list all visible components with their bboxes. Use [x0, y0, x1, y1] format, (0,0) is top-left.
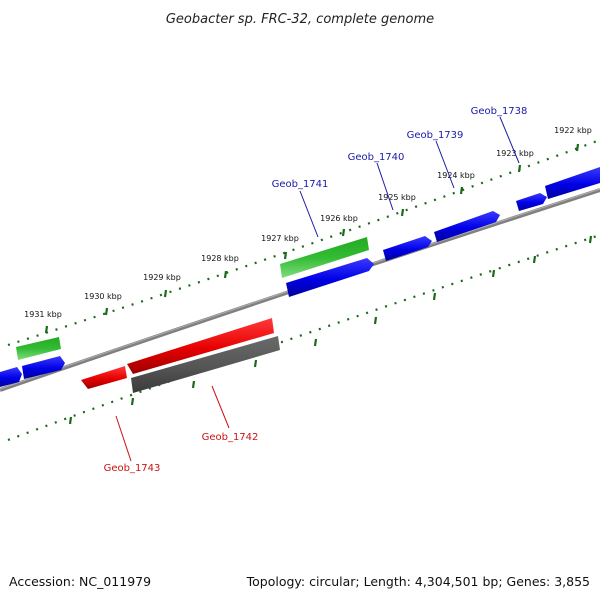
accession-text: Accession: NC_011979	[9, 574, 151, 589]
leader-geob-1742	[211, 385, 230, 429]
tick-1929	[163, 289, 168, 298]
inner-ticks	[68, 235, 593, 425]
leader-lines	[115, 116, 520, 462]
gene-label-geob-1741: Geob_1741	[272, 179, 329, 190]
gene-pseudo-geob-1742	[131, 336, 280, 393]
inner-tick	[588, 235, 593, 244]
inner-tick	[532, 255, 537, 264]
leader-geob-1740	[376, 162, 394, 211]
tick-1923	[517, 164, 522, 173]
genome-summary-text: Topology: circular; Length: 4,304,501 bp…	[246, 574, 590, 589]
tick-1928	[223, 270, 228, 279]
tick-label-1924: 1924 kbp	[437, 171, 475, 180]
leader-geob-1741	[299, 190, 319, 238]
map-title: Geobacter sp. FRC-32, complete genome	[166, 12, 434, 27]
inner-tick	[68, 416, 73, 425]
tick-label-1931: 1931 kbp	[24, 310, 62, 319]
inner-tick	[313, 338, 318, 347]
tick-1931	[44, 325, 49, 334]
tick-label-1926: 1926 kbp	[320, 214, 358, 223]
leader-geob-1743	[115, 415, 132, 462]
gene-label-geob-1740: Geob_1740	[348, 152, 405, 163]
gene-label-geob-1742: Geob_1742	[202, 432, 259, 443]
gene-forward-geob-1738	[516, 193, 547, 211]
leader-geob-1739	[435, 140, 455, 189]
inner-tick	[491, 269, 496, 278]
gene-forward-right-edge	[545, 167, 600, 199]
tick-label-1928: 1928 kbp	[201, 254, 239, 263]
gene-label-geob-1743: Geob_1743	[104, 463, 161, 474]
inner-tick	[373, 316, 378, 325]
tick-1926	[341, 228, 346, 237]
tick-label-1922: 1922 kbp	[554, 126, 592, 135]
inner-tick	[130, 397, 135, 406]
tick-label-1929: 1929 kbp	[143, 273, 181, 282]
tick-label-1927: 1927 kbp	[261, 234, 299, 243]
tick-1930	[104, 307, 109, 316]
gene-green-geob-1741	[280, 237, 369, 278]
gene-green-left	[16, 337, 61, 360]
gene-reverse-geob-1743	[81, 366, 127, 389]
genome-backbone	[0, 188, 600, 392]
tick-1924	[459, 186, 464, 195]
gene-forward-far-left	[0, 367, 22, 387]
outer-tick-track	[7, 138, 600, 347]
gene-forward-left	[22, 356, 65, 379]
gene-label-geob-1738: Geob_1738	[471, 106, 528, 117]
leader-geob-1738	[499, 116, 520, 164]
gene-forward-geob-1739	[434, 211, 500, 242]
tick-1925	[400, 208, 405, 217]
tick-label-1930: 1930 kbp	[84, 292, 122, 301]
backbone-highlight	[0, 188, 600, 390]
outer-ticks	[44, 143, 580, 334]
gene-reverse-large	[127, 318, 274, 374]
gene-forward-geob-1741	[286, 258, 374, 297]
gene-label-geob-1739: Geob_1739	[407, 130, 464, 141]
tick-1922	[575, 143, 580, 152]
gene-forward-geob-1740	[383, 236, 432, 261]
tick-1927	[283, 251, 288, 260]
inner-tick	[432, 292, 437, 301]
tick-label-1925: 1925 kbp	[378, 193, 416, 202]
inner-tick	[191, 380, 196, 389]
inner-tick	[253, 359, 258, 368]
